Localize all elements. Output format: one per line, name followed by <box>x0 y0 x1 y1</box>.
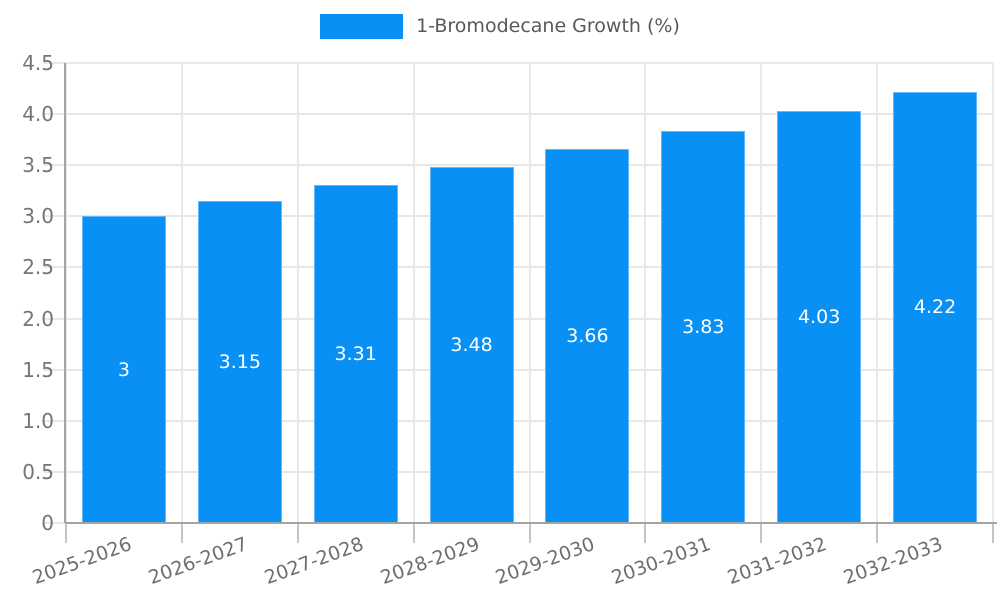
x-axis-tick <box>65 523 67 543</box>
gridline-vertical <box>760 63 763 523</box>
y-axis-tick-label: 0 <box>41 511 54 535</box>
y-axis-tick <box>44 266 66 269</box>
bar-2029-2030[interactable] <box>545 148 630 523</box>
bar-value-label: 4.03 <box>798 306 841 329</box>
x-axis-tick <box>992 523 994 543</box>
y-axis-tick <box>44 113 66 116</box>
y-axis-tick <box>44 62 66 64</box>
y-axis-line <box>64 63 66 523</box>
bar-value-label: 4.22 <box>913 296 957 319</box>
x-axis-category-label: 2031-2032 <box>724 533 830 590</box>
x-axis-tick <box>876 523 879 543</box>
y-axis-tick-label: 1.0 <box>22 408 54 433</box>
y-axis-tick-label: 1.5 <box>22 357 54 382</box>
y-axis-tick <box>44 164 66 167</box>
y-axis-tick-label: 4.0 <box>22 102 54 127</box>
y-axis-tick <box>44 522 66 524</box>
x-axis-category-label: 2027-2028 <box>261 533 367 590</box>
x-axis-line <box>66 522 997 524</box>
gridline-vertical <box>412 63 415 523</box>
gridline-vertical <box>876 63 879 523</box>
bar-2027-2028[interactable] <box>313 184 398 523</box>
y-axis-tick-label: 2.5 <box>22 255 54 280</box>
x-axis-category-label: 2030-2031 <box>608 533 714 590</box>
gridline-vertical <box>644 63 647 523</box>
y-axis-tick-label: 2.0 <box>22 306 54 331</box>
x-axis-category-label: 2028-2029 <box>377 533 483 590</box>
y-axis-tick-label: 4.5 <box>22 51 54 75</box>
bar-2028-2029[interactable] <box>429 167 514 523</box>
bar-value-label: 3.15 <box>218 351 261 373</box>
gridline-vertical <box>296 63 299 523</box>
legend-swatch <box>320 14 404 39</box>
gridline-vertical <box>180 63 183 523</box>
x-axis-category-label: 2026-2027 <box>145 533 251 590</box>
x-axis-tick <box>180 523 183 543</box>
gridline-vertical <box>528 63 531 523</box>
bar-value-label: 3.83 <box>682 316 725 339</box>
x-axis-tick <box>528 523 531 543</box>
bar-2032-2033[interactable] <box>893 91 978 523</box>
y-axis-tick-label: 0.5 <box>22 459 54 484</box>
x-axis-tick <box>296 523 299 543</box>
x-axis-tick <box>760 523 763 543</box>
bar-value-label: 3.48 <box>450 334 493 357</box>
y-axis-tick <box>44 215 66 218</box>
y-axis-tick <box>44 368 66 371</box>
bar-2031-2032[interactable] <box>777 111 862 523</box>
legend-label: 1-Bromodecane Growth (%) <box>416 15 680 37</box>
x-axis-tick <box>412 523 415 543</box>
bar-value-label: 3.31 <box>334 342 377 365</box>
gridline-vertical <box>65 63 67 523</box>
y-axis-tick-label: 3.5 <box>22 153 54 178</box>
x-axis-category-label: 2032-2033 <box>840 533 946 590</box>
bar-2030-2031[interactable] <box>661 131 746 523</box>
x-axis-category-label: 2029-2030 <box>493 533 598 590</box>
y-axis-tick <box>44 317 66 320</box>
legend[interactable]: 1-Bromodecane Growth (%) <box>0 14 1000 39</box>
bar-value-label: 3.66 <box>566 324 609 347</box>
y-axis-tick <box>44 419 66 422</box>
x-axis-category-label: 2025-2026 <box>29 533 135 590</box>
bar-value-label: 3 <box>117 358 130 381</box>
x-axis-tick <box>644 523 647 543</box>
bar-2026-2027[interactable] <box>197 201 282 523</box>
gridline-vertical <box>992 63 994 523</box>
y-axis-tick-label: 3.0 <box>22 204 54 229</box>
y-axis-tick <box>44 470 66 473</box>
